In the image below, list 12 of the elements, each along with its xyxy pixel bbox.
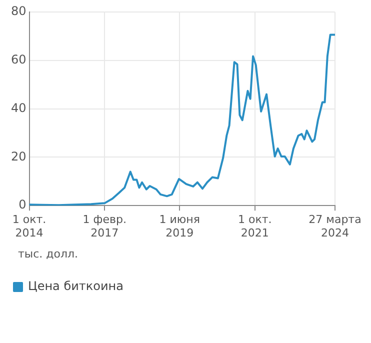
y-tick-label: 40 — [10, 100, 26, 115]
y-tick-label: 20 — [10, 149, 26, 164]
x-tick-label: 1 июня 2019 — [159, 213, 200, 240]
x-tick-label: 1 февр. 2017 — [82, 213, 126, 240]
x-tick-label: 1 окт. 2014 — [12, 213, 46, 240]
y-tick-label: 80 — [10, 4, 26, 18]
y-tick-label: 0 — [18, 198, 26, 212]
text: тыс. долл. — [18, 247, 78, 260]
legend-label: Цена биткоина — [28, 279, 124, 294]
x-tick-label: 1 окт. 2021 — [238, 213, 272, 240]
x-tick-label: 27 марта 2024 — [308, 213, 362, 240]
y-tick-label: 60 — [10, 52, 26, 67]
